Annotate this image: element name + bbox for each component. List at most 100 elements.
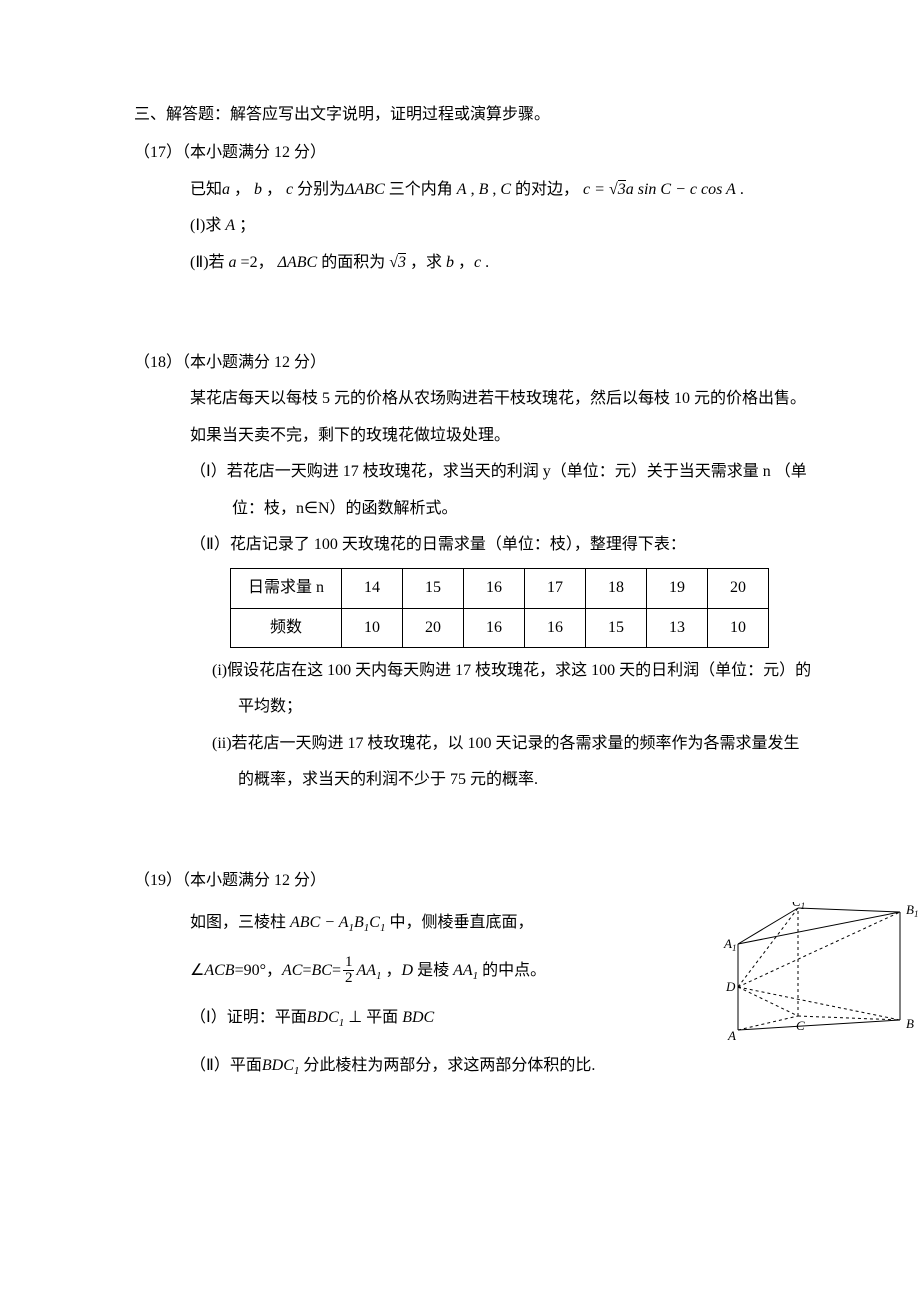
table-header-cell: 14 bbox=[342, 569, 403, 608]
table-cell: 10 bbox=[708, 608, 769, 647]
problem-19-body: ABCA1B1C1D 如图，三棱柱 ABC − A1B1C1 中，侧棱垂直底面，… bbox=[134, 902, 920, 1086]
equation: c = √3a sin C − c cos A bbox=[583, 180, 736, 198]
text: 的面积为 bbox=[317, 254, 385, 271]
seg-bc: BC bbox=[311, 962, 331, 979]
text: ， bbox=[382, 962, 402, 979]
p18-part1: （Ⅰ）若花店一天购进 17 枝玫瑰花，求当天的利润 y（单位：元）关于当天需求量… bbox=[190, 457, 920, 487]
var-a2: a bbox=[229, 254, 237, 271]
var-b2: b bbox=[446, 254, 454, 271]
table-cell: 频数 bbox=[231, 608, 342, 647]
table-header-cell: 17 bbox=[525, 569, 586, 608]
text: ∠ bbox=[190, 962, 204, 979]
table-header-cell: 18 bbox=[586, 569, 647, 608]
var-a: a bbox=[222, 181, 230, 198]
angle-acb: ACB bbox=[204, 962, 234, 979]
problem-18-title: （18）（本小题满分 12 分） bbox=[134, 348, 920, 378]
section-heading: 三、解答题：解答应写出文字说明，证明过程或演算步骤。 bbox=[40, 100, 920, 130]
frac-den: 2 bbox=[343, 971, 355, 986]
seg-aa1: AA1 bbox=[356, 962, 381, 979]
text: 中，侧棱垂直底面， bbox=[389, 914, 533, 931]
text: ， bbox=[234, 181, 250, 198]
p18-intro1: 某花店每天以每枝 5 元的价格从农场购进若干枝玫瑰花，然后以每枝 10 元的价格… bbox=[190, 384, 920, 414]
table-header-row: 日需求量 n 14 15 16 17 18 19 20 bbox=[231, 569, 769, 608]
var-b: b bbox=[254, 181, 262, 198]
seg-aa1-b: AA1 bbox=[453, 962, 478, 979]
table-header-cell: 15 bbox=[403, 569, 464, 608]
p18-sub-i-cont: 平均数； bbox=[190, 692, 920, 722]
p18-intro2: 如果当天卖不完，剩下的玫瑰花做垃圾处理。 bbox=[190, 421, 920, 451]
plane-bdc1: BDC1 bbox=[307, 1009, 345, 1026]
p18-sub-ii: (ii)若花店一天购进 17 枝玫瑰花，以 100 天记录的各需求量的频率作为各… bbox=[190, 729, 920, 759]
table-cell: 20 bbox=[403, 608, 464, 647]
text: 分别为 bbox=[297, 181, 345, 198]
table-header-cell: 日需求量 n bbox=[231, 569, 342, 608]
p19-part2: （Ⅱ）平面BDC1 分此棱柱为两部分，求这两部分体积的比. bbox=[190, 1045, 920, 1087]
text: . bbox=[736, 181, 744, 198]
frac-num: 1 bbox=[343, 955, 355, 971]
table-header-cell: 16 bbox=[464, 569, 525, 608]
table-row: 频数 10 20 16 16 15 13 10 bbox=[231, 608, 769, 647]
demand-table: 日需求量 n 14 15 16 17 18 19 20 频数 10 20 16 … bbox=[230, 568, 769, 648]
svg-text:C: C bbox=[796, 1018, 805, 1033]
table-cell: 15 bbox=[586, 608, 647, 647]
table-header-cell: 19 bbox=[647, 569, 708, 608]
text: ， bbox=[266, 181, 282, 198]
fraction-half: 12 bbox=[343, 955, 355, 986]
angle-B: B bbox=[479, 181, 489, 198]
text: = bbox=[332, 962, 341, 979]
plane-bdc1-b: BDC1 bbox=[262, 1057, 300, 1074]
text: 的对边， bbox=[511, 181, 579, 198]
problem-18-body: 某花店每天以每枝 5 元的价格从农场购进若干枝玫瑰花，然后以每枝 10 元的价格… bbox=[134, 384, 920, 795]
problem-17: （17）（本小题满分 12 分） 已知a ， b ， c 分别为ΔABC 三个内… bbox=[40, 138, 920, 278]
point-d: D bbox=[402, 962, 414, 979]
p17-line1: 已知a ， b ， c 分别为ΔABC 三个内角 A , B , C 的对边， … bbox=[190, 175, 920, 205]
svg-text:D: D bbox=[725, 979, 736, 994]
text: ⊥ 平面 bbox=[344, 1009, 402, 1026]
p18-part1-cont: 位：枝，n∈N）的函数解析式。 bbox=[190, 494, 920, 524]
table-cell: 10 bbox=[342, 608, 403, 647]
triangle-abc-2: ΔABC bbox=[278, 254, 318, 271]
angle-C: C bbox=[500, 181, 511, 198]
problem-18: （18）（本小题满分 12 分） 某花店每天以每枝 5 元的价格从农场购进若干枝… bbox=[40, 348, 920, 796]
svg-text:C1: C1 bbox=[792, 902, 805, 911]
text: ； bbox=[235, 217, 255, 234]
prism-svg: ABCA1B1C1D bbox=[720, 902, 920, 1042]
problem-17-body: 已知a ， b ， c 分别为ΔABC 三个内角 A , B , C 的对边， … bbox=[134, 175, 920, 278]
triangle-abc: ΔABC bbox=[345, 181, 385, 198]
text: . bbox=[481, 254, 489, 271]
var-c: c bbox=[286, 181, 293, 198]
problem-19-title: （19）（本小题满分 12 分） bbox=[134, 866, 920, 896]
text: 如图，三棱柱 bbox=[190, 914, 286, 931]
text: (Ⅰ)求 bbox=[190, 217, 225, 234]
table-cell: 13 bbox=[647, 608, 708, 647]
table-cell: 16 bbox=[464, 608, 525, 647]
table-cell: 16 bbox=[525, 608, 586, 647]
text: ，求 bbox=[406, 254, 446, 271]
prism-name: ABC − A1B1C1 bbox=[290, 914, 385, 931]
p17-part1: (Ⅰ)求 A ； bbox=[190, 211, 920, 241]
text: =90°， bbox=[235, 962, 282, 979]
svg-text:A1: A1 bbox=[723, 936, 736, 953]
text: （Ⅱ）平面 bbox=[190, 1057, 262, 1074]
text: 分此棱柱为两部分，求这两部分体积的比. bbox=[299, 1057, 595, 1074]
svg-text:B: B bbox=[906, 1016, 914, 1031]
text: （Ⅰ）若花店一天购进 17 枝玫瑰花，求当天的利润 y（单位：元）关于当天需求量… bbox=[190, 463, 807, 480]
table-header-cell: 20 bbox=[708, 569, 769, 608]
var-A: A bbox=[225, 217, 235, 234]
plane-bdc: BDC bbox=[402, 1009, 434, 1026]
text: （Ⅰ）证明：平面 bbox=[190, 1009, 307, 1026]
seg-ac: AC bbox=[282, 962, 302, 979]
problem-19: （19）（本小题满分 12 分） ABCA1B1C1D 如图，三棱柱 ABC −… bbox=[40, 866, 920, 1087]
text: (Ⅱ)若 bbox=[190, 254, 229, 271]
svg-text:B1: B1 bbox=[906, 902, 918, 919]
text: ， bbox=[454, 254, 474, 271]
sqrt3: √3 bbox=[389, 253, 406, 271]
prism-figure: ABCA1B1C1D bbox=[720, 902, 920, 1042]
problem-17-title: （17）（本小题满分 12 分） bbox=[134, 138, 920, 168]
text: 的中点。 bbox=[478, 962, 546, 979]
p17-part2: (Ⅱ)若 a =2， ΔABC 的面积为 √3 ，求 b ，c . bbox=[190, 248, 920, 278]
p18-part2-intro: （Ⅱ）花店记录了 100 天玫瑰花的日需求量（单位：枝），整理得下表： bbox=[190, 530, 920, 560]
p18-sub-ii-cont: 的概率，求当天的利润不少于 75 元的概率. bbox=[190, 765, 920, 795]
text: 三个内角 bbox=[385, 181, 457, 198]
text: 已知 bbox=[190, 181, 222, 198]
